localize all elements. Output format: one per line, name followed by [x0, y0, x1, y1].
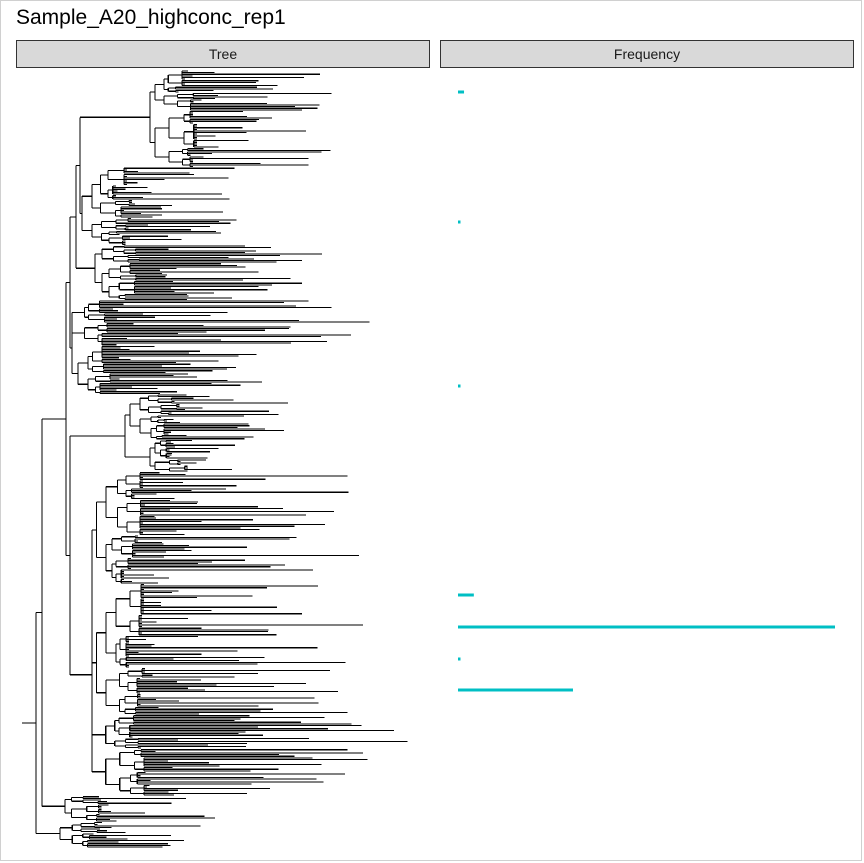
tree-panel [22, 70, 408, 848]
frequency-bar-4 [458, 625, 835, 629]
facet-strip-tree: Tree [16, 40, 430, 68]
facet-label-tree: Tree [208, 46, 238, 62]
frequency-bar-2 [458, 384, 461, 388]
facet-strip-frequency: Frequency [440, 40, 854, 68]
frequency-bar-0 [458, 90, 465, 94]
frequency-bar-6 [458, 688, 573, 692]
chart-title: Sample_A20_highconc_rep1 [16, 6, 286, 29]
frequency-bar-3 [458, 593, 474, 597]
frequency-panel [458, 90, 835, 692]
frequency-bar-5 [458, 657, 461, 661]
facet-label-frequency: Frequency [613, 46, 681, 62]
frequency-bar-1 [458, 220, 461, 224]
